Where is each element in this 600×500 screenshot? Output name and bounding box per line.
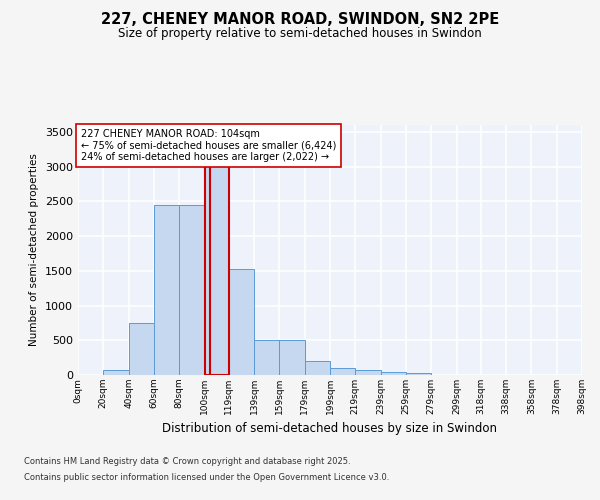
- Y-axis label: Number of semi-detached properties: Number of semi-detached properties: [29, 154, 40, 346]
- Bar: [355, 370, 380, 375]
- X-axis label: Distribution of semi-detached houses by size in Swindon: Distribution of semi-detached houses by …: [163, 422, 497, 436]
- Text: 227, CHENEY MANOR ROAD, SWINDON, SN2 2PE: 227, CHENEY MANOR ROAD, SWINDON, SN2 2PE: [101, 12, 499, 28]
- Bar: [154, 205, 179, 375]
- Bar: [406, 373, 431, 375]
- Bar: [205, 146, 229, 375]
- Text: Size of property relative to semi-detached houses in Swindon: Size of property relative to semi-detach…: [118, 28, 482, 40]
- Bar: [330, 368, 355, 375]
- Bar: [305, 361, 330, 375]
- Bar: [280, 340, 305, 375]
- Bar: [380, 372, 406, 375]
- Text: Contains HM Land Registry data © Crown copyright and database right 2025.: Contains HM Land Registry data © Crown c…: [24, 458, 350, 466]
- Bar: [103, 370, 128, 375]
- Bar: [254, 340, 280, 375]
- Bar: [128, 323, 154, 375]
- Text: 227 CHENEY MANOR ROAD: 104sqm
← 75% of semi-detached houses are smaller (6,424)
: 227 CHENEY MANOR ROAD: 104sqm ← 75% of s…: [80, 128, 336, 162]
- Bar: [229, 269, 254, 375]
- Bar: [205, 146, 229, 375]
- Text: Contains public sector information licensed under the Open Government Licence v3: Contains public sector information licen…: [24, 472, 389, 482]
- Bar: [179, 205, 205, 375]
